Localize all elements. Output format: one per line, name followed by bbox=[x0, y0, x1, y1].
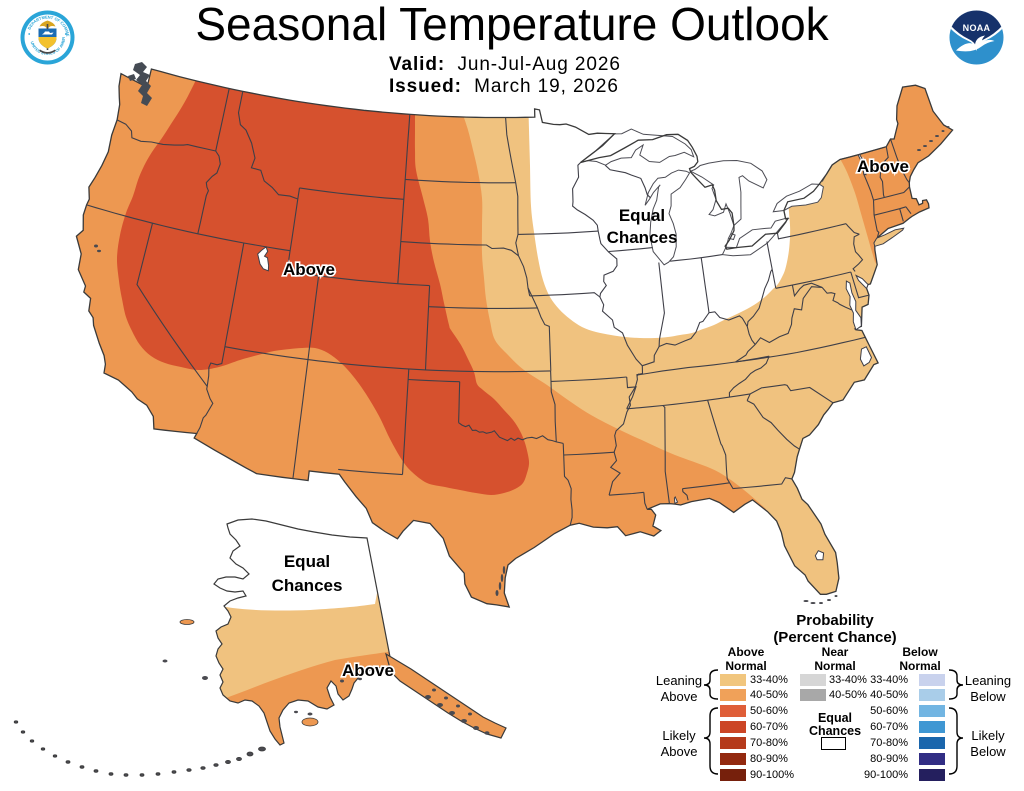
svg-text:Chances: Chances bbox=[272, 576, 343, 595]
svg-text:Above: Above bbox=[342, 661, 394, 680]
svg-text:Above: Above bbox=[857, 157, 909, 176]
svg-text:Equal: Equal bbox=[284, 552, 330, 571]
svg-text:Equal: Equal bbox=[619, 206, 665, 225]
svg-text:Above: Above bbox=[283, 260, 335, 279]
svg-text:NOAA: NOAA bbox=[963, 23, 991, 33]
svg-text:Chances: Chances bbox=[607, 228, 678, 247]
